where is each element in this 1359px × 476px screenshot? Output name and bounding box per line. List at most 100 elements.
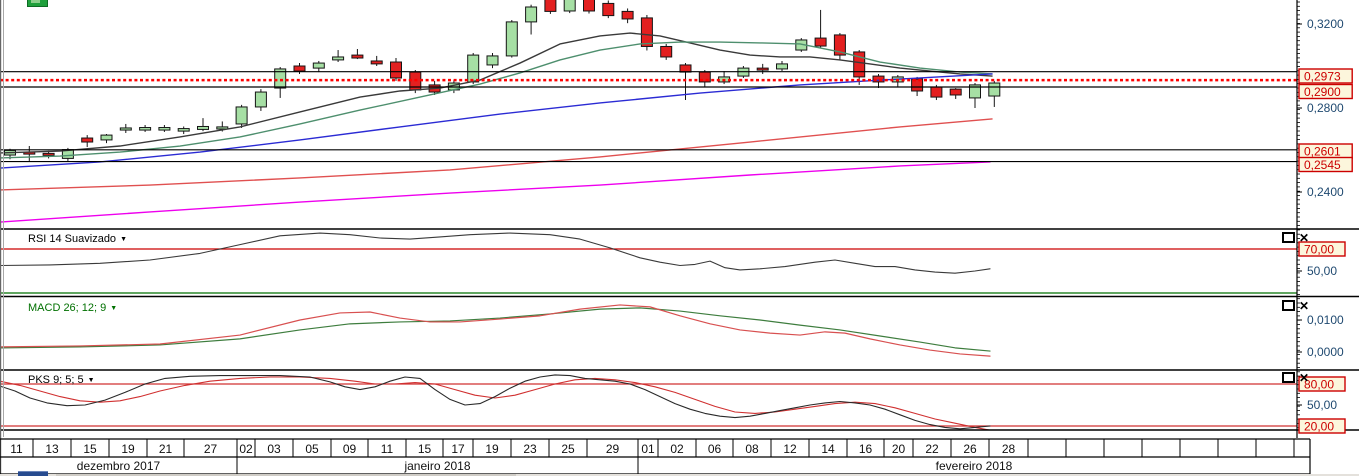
axis-tick-label: 0,2400 xyxy=(1307,185,1344,199)
rsi-window-buttons: ✕ xyxy=(1282,230,1310,245)
candle xyxy=(776,60,788,72)
axis-day-label: 11 xyxy=(381,442,394,456)
axis-day-label: 02 xyxy=(239,442,253,456)
macd-panel[interactable] xyxy=(0,304,991,357)
candle xyxy=(370,55,383,66)
axis-tick-label: 0,2800 xyxy=(1307,101,1344,115)
pks-close-button[interactable]: ✕ xyxy=(1299,370,1310,385)
candle xyxy=(235,104,248,128)
macd-panel-title[interactable]: MACD 26; 12; 9 ▼ xyxy=(28,302,117,314)
candle xyxy=(332,50,345,63)
axis-day-label: 03 xyxy=(267,442,281,456)
candle xyxy=(833,33,846,60)
candle xyxy=(621,8,634,24)
axis-day-label: 27 xyxy=(204,442,218,456)
price-label-box xyxy=(1298,68,1353,84)
axis-day-label: 13 xyxy=(45,442,59,456)
candle xyxy=(81,135,94,148)
axis-day-label: 06 xyxy=(708,442,722,456)
candle xyxy=(158,125,171,132)
candle xyxy=(988,80,1001,107)
candle xyxy=(814,9,827,48)
pks-restore-button[interactable] xyxy=(1282,372,1295,383)
price-label-box-text: 70,00 xyxy=(1304,243,1334,257)
candle xyxy=(197,118,209,132)
axis-month-label: dezembro 2017 xyxy=(77,459,161,473)
macd-close-button[interactable]: ✕ xyxy=(1299,298,1310,313)
candle xyxy=(660,43,673,60)
price-label-box-text: 0,2545 xyxy=(1304,158,1341,172)
axis-month-label: fevereiro 2018 xyxy=(936,459,1013,473)
toolbar-button-partial[interactable] xyxy=(27,0,48,7)
candle xyxy=(100,134,113,144)
candle xyxy=(525,4,538,35)
price-panel[interactable] xyxy=(0,0,1297,223)
price-label-box-text: 80,00 xyxy=(1304,378,1334,392)
candle xyxy=(505,20,518,58)
axis-day-label: 19 xyxy=(121,442,135,456)
rsi-restore-button[interactable] xyxy=(1282,232,1295,243)
axis-day-label: 25 xyxy=(561,442,575,456)
statusbar-strip xyxy=(0,474,1359,476)
ma-short-black xyxy=(0,32,993,154)
axis-day-label: 02 xyxy=(670,442,684,456)
toolbar-button-glyph xyxy=(31,0,40,3)
ma-xlong-red xyxy=(0,118,993,191)
axis-tick-label: 50,00 xyxy=(1307,398,1337,412)
candle xyxy=(351,48,364,60)
pks-window-buttons: ✕ xyxy=(1282,370,1310,385)
macd-restore-button[interactable] xyxy=(1282,300,1295,311)
price-label-box-text: 0,2601 xyxy=(1304,145,1341,159)
axis-day-label: 14 xyxy=(821,442,835,456)
price-label-box-text: 0,2973 xyxy=(1304,70,1341,84)
axis-day-label: 23 xyxy=(523,442,537,456)
macd-window-buttons: ✕ xyxy=(1282,298,1310,313)
pks-title-label: PKS 9; 5; 5 xyxy=(28,374,84,386)
candle xyxy=(312,60,325,73)
statusbar-bar xyxy=(56,474,516,476)
price-label-box xyxy=(1298,418,1346,434)
ma-long-blue xyxy=(0,73,993,169)
candle xyxy=(583,0,595,14)
candle xyxy=(872,73,885,89)
axis-day-label: 12 xyxy=(783,442,797,456)
rsi-panel[interactable] xyxy=(0,232,1297,294)
axis-tick-label: 0,0000 xyxy=(1307,345,1344,359)
candle xyxy=(544,0,557,14)
ma-xxlong-magenta xyxy=(0,161,991,223)
pks-panel-title[interactable]: PKS 9; 5; 5 ▼ xyxy=(28,374,95,386)
axis-month-label: janeiro 2018 xyxy=(403,459,470,473)
price-label-box xyxy=(1298,376,1346,392)
candle xyxy=(949,88,962,99)
stoch-d-line xyxy=(0,376,991,430)
dropdown-caret-icon: ▼ xyxy=(110,305,118,312)
axis-tick-label: 0,0100 xyxy=(1307,313,1344,327)
price-label-box-text: 20,00 xyxy=(1304,420,1334,434)
candle xyxy=(602,0,615,19)
axis-day-label: 05 xyxy=(305,442,319,456)
axis-tick-label: 0,3200 xyxy=(1307,17,1344,31)
ma-mid-green xyxy=(0,41,993,159)
statusbar-icon[interactable] xyxy=(18,471,48,476)
rsi-line xyxy=(0,232,991,274)
axis-day-label: 16 xyxy=(859,442,873,456)
axis-day-label: 11 xyxy=(10,442,23,456)
stoch-k-line xyxy=(0,374,991,430)
candle xyxy=(139,125,152,132)
rsi-close-button[interactable]: ✕ xyxy=(1299,230,1310,245)
axis-day-label: 29 xyxy=(606,442,620,456)
price-label-box xyxy=(1298,83,1353,100)
value-axis[interactable]: 0,3200 0,2800 0,2400 50,00 0,0100 0,0000 50,00… xyxy=(1296,0,1353,438)
rsi-panel-title[interactable]: RSI 14 Suavizado ▼ xyxy=(28,233,127,245)
macd-signal-line xyxy=(0,304,991,357)
axis-day-label: 09 xyxy=(343,442,357,456)
candle xyxy=(390,58,402,81)
pks-panel[interactable] xyxy=(0,374,1297,430)
axis-day-label: 20 xyxy=(892,442,906,456)
candle xyxy=(486,52,499,69)
candle xyxy=(254,89,267,111)
candle xyxy=(756,63,769,74)
axis-day-label: 15 xyxy=(83,442,97,456)
